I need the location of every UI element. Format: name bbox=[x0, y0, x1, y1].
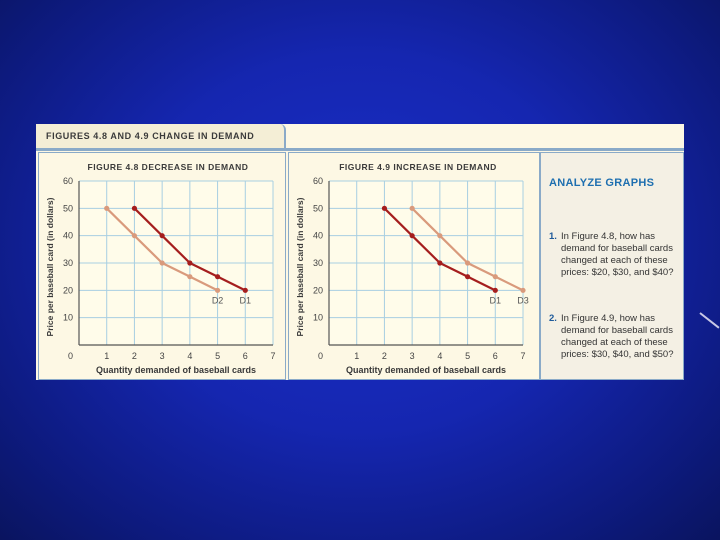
chart-1-y-tick-label: 60 bbox=[313, 176, 323, 186]
chart-1-x-tick-label: 1 bbox=[354, 351, 359, 361]
chart-1-y-tick-label: 30 bbox=[313, 258, 323, 268]
chart-0-x-tick-label: 7 bbox=[270, 351, 275, 361]
chart-1-data-point-d1 bbox=[381, 205, 388, 211]
chart-0-x-tick-label: 4 bbox=[187, 351, 192, 361]
chart-1-x-tick-label: 4 bbox=[437, 351, 442, 361]
chart-1-data-point-d3 bbox=[492, 274, 498, 280]
chart-0-y-axis-label: Price per baseball card (in dollars) bbox=[45, 197, 55, 336]
chart-1-data-point-d1 bbox=[492, 287, 498, 293]
analyze-title: ANALYZE GRAPHS bbox=[549, 177, 655, 189]
chart-1-x-tick-label: 3 bbox=[410, 351, 415, 361]
chart-0-data-point-d1 bbox=[187, 260, 193, 266]
chart-0-data-point-d1 bbox=[131, 205, 138, 211]
chart-1-origin-label: 0 bbox=[318, 351, 323, 361]
chart-0-data-point-d2 bbox=[187, 274, 193, 280]
figure-header: FIGURES 4.8 AND 4.9 CHANGE IN DEMAND bbox=[36, 124, 684, 152]
chart-1-y-tick-label: 20 bbox=[313, 285, 323, 295]
chart-0-y-tick-label: 10 bbox=[63, 313, 73, 323]
chart-1-x-tick-label: 6 bbox=[493, 351, 498, 361]
chart-0-origin-label: 0 bbox=[68, 351, 73, 361]
figure-4-9-chart: FIGURE 4.9 INCREASE IN DEMAND 1 2 3 4 5 6 7 10 20… bbox=[295, 162, 529, 375]
chart-0-series-label-d2: D2 bbox=[212, 295, 224, 305]
chart-0-x-tick-label: 6 bbox=[243, 351, 248, 361]
chart-1-y-axis-label: Price per baseball card (in dollars) bbox=[295, 197, 305, 336]
chart-0-series-label-d1: D1 bbox=[240, 295, 252, 305]
chart-1-x-tick-label: 5 bbox=[465, 351, 470, 361]
chart-1-data-point-d3 bbox=[520, 287, 526, 293]
chart-1-series-label-d1: D1 bbox=[490, 295, 502, 305]
chart-0-x-tick-label: 2 bbox=[132, 351, 137, 361]
chart-1-series-label-d3: D3 bbox=[517, 295, 529, 305]
chart-1-x-tick-label: 7 bbox=[520, 351, 525, 361]
figure-4-9-panel: FIGURE 4.9 INCREASE IN DEMAND 1 2 3 4 5 6 7 10 20… bbox=[288, 152, 540, 380]
figure-title: FIGURES 4.8 AND 4.9 CHANGE IN DEMAND bbox=[46, 131, 255, 141]
chart-0-y-tick-label: 30 bbox=[63, 258, 73, 268]
question-number: 2. bbox=[549, 313, 557, 324]
chart-1-data-point-d3 bbox=[464, 260, 471, 266]
chart-0-x-tick-label: 3 bbox=[160, 351, 165, 361]
chart-1-data-point-d3 bbox=[437, 233, 443, 239]
chart-0-data-point-d1 bbox=[159, 233, 165, 239]
chart-0-title: FIGURE 4.8 DECREASE IN DEMAND bbox=[88, 162, 249, 172]
chart-0-data-point-d2 bbox=[131, 233, 138, 239]
chart-1-x-tick-label: 2 bbox=[382, 351, 387, 361]
chart-0-y-tick-label: 60 bbox=[63, 176, 73, 186]
chart-1-x-axis-label: Quantity demanded of baseball cards bbox=[346, 365, 506, 375]
chart-1-title: FIGURE 4.9 INCREASE IN DEMAND bbox=[339, 162, 497, 172]
chart-1-y-tick-label: 40 bbox=[313, 231, 323, 241]
chart-1-data-point-d3 bbox=[409, 205, 415, 211]
analyze-graphs-panel: ANALYZE GRAPHS 1. In Figure 4.8, how has… bbox=[540, 152, 684, 380]
header-tab: FIGURES 4.8 AND 4.9 CHANGE IN DEMAND bbox=[36, 124, 286, 151]
chart-1-data-point-d1 bbox=[409, 233, 415, 239]
question-2: 2. In Figure 4.9, how has demand for bas… bbox=[549, 313, 677, 361]
figure-4-8-chart: FIGURE 4.8 DECREASE IN DEMAND 1 2 3 4 5 6 7 10 20… bbox=[45, 162, 276, 375]
chart-0-data-point-d1 bbox=[242, 287, 248, 293]
chart-0-x-tick-label: 1 bbox=[104, 351, 109, 361]
chart-0-y-tick-label: 50 bbox=[63, 203, 73, 213]
chart-0-data-point-d2 bbox=[104, 205, 110, 211]
chart-0-y-tick-label: 20 bbox=[63, 285, 73, 295]
question-text: In Figure 4.9, how has demand for baseba… bbox=[561, 313, 674, 360]
chart-0-y-tick-label: 40 bbox=[63, 231, 73, 241]
figure-4-8-panel: FIGURE 4.8 DECREASE IN DEMAND 1 2 3 4 5 6 7 10 20… bbox=[38, 152, 286, 380]
chart-1-y-tick-label: 10 bbox=[313, 313, 323, 323]
chart-1-data-point-d1 bbox=[464, 274, 471, 280]
question-number: 1. bbox=[549, 231, 557, 242]
chart-1-y-tick-label: 50 bbox=[313, 203, 323, 213]
decorative-slash bbox=[699, 312, 720, 329]
chart-0-data-point-d2 bbox=[214, 287, 221, 293]
question-1: 1. In Figure 4.8, how has demand for bas… bbox=[549, 231, 677, 279]
chart-0-x-axis-label: Quantity demanded of baseball cards bbox=[96, 365, 256, 375]
header-rule bbox=[284, 148, 684, 151]
question-text: In Figure 4.8, how has demand for baseba… bbox=[561, 231, 674, 278]
chart-0-x-tick-label: 5 bbox=[215, 351, 220, 361]
chart-0-data-point-d2 bbox=[159, 260, 165, 266]
chart-1-data-point-d1 bbox=[437, 260, 443, 266]
chart-0-data-point-d1 bbox=[214, 274, 221, 280]
figure-card: FIGURES 4.8 AND 4.9 CHANGE IN DEMAND FIG… bbox=[36, 124, 684, 380]
